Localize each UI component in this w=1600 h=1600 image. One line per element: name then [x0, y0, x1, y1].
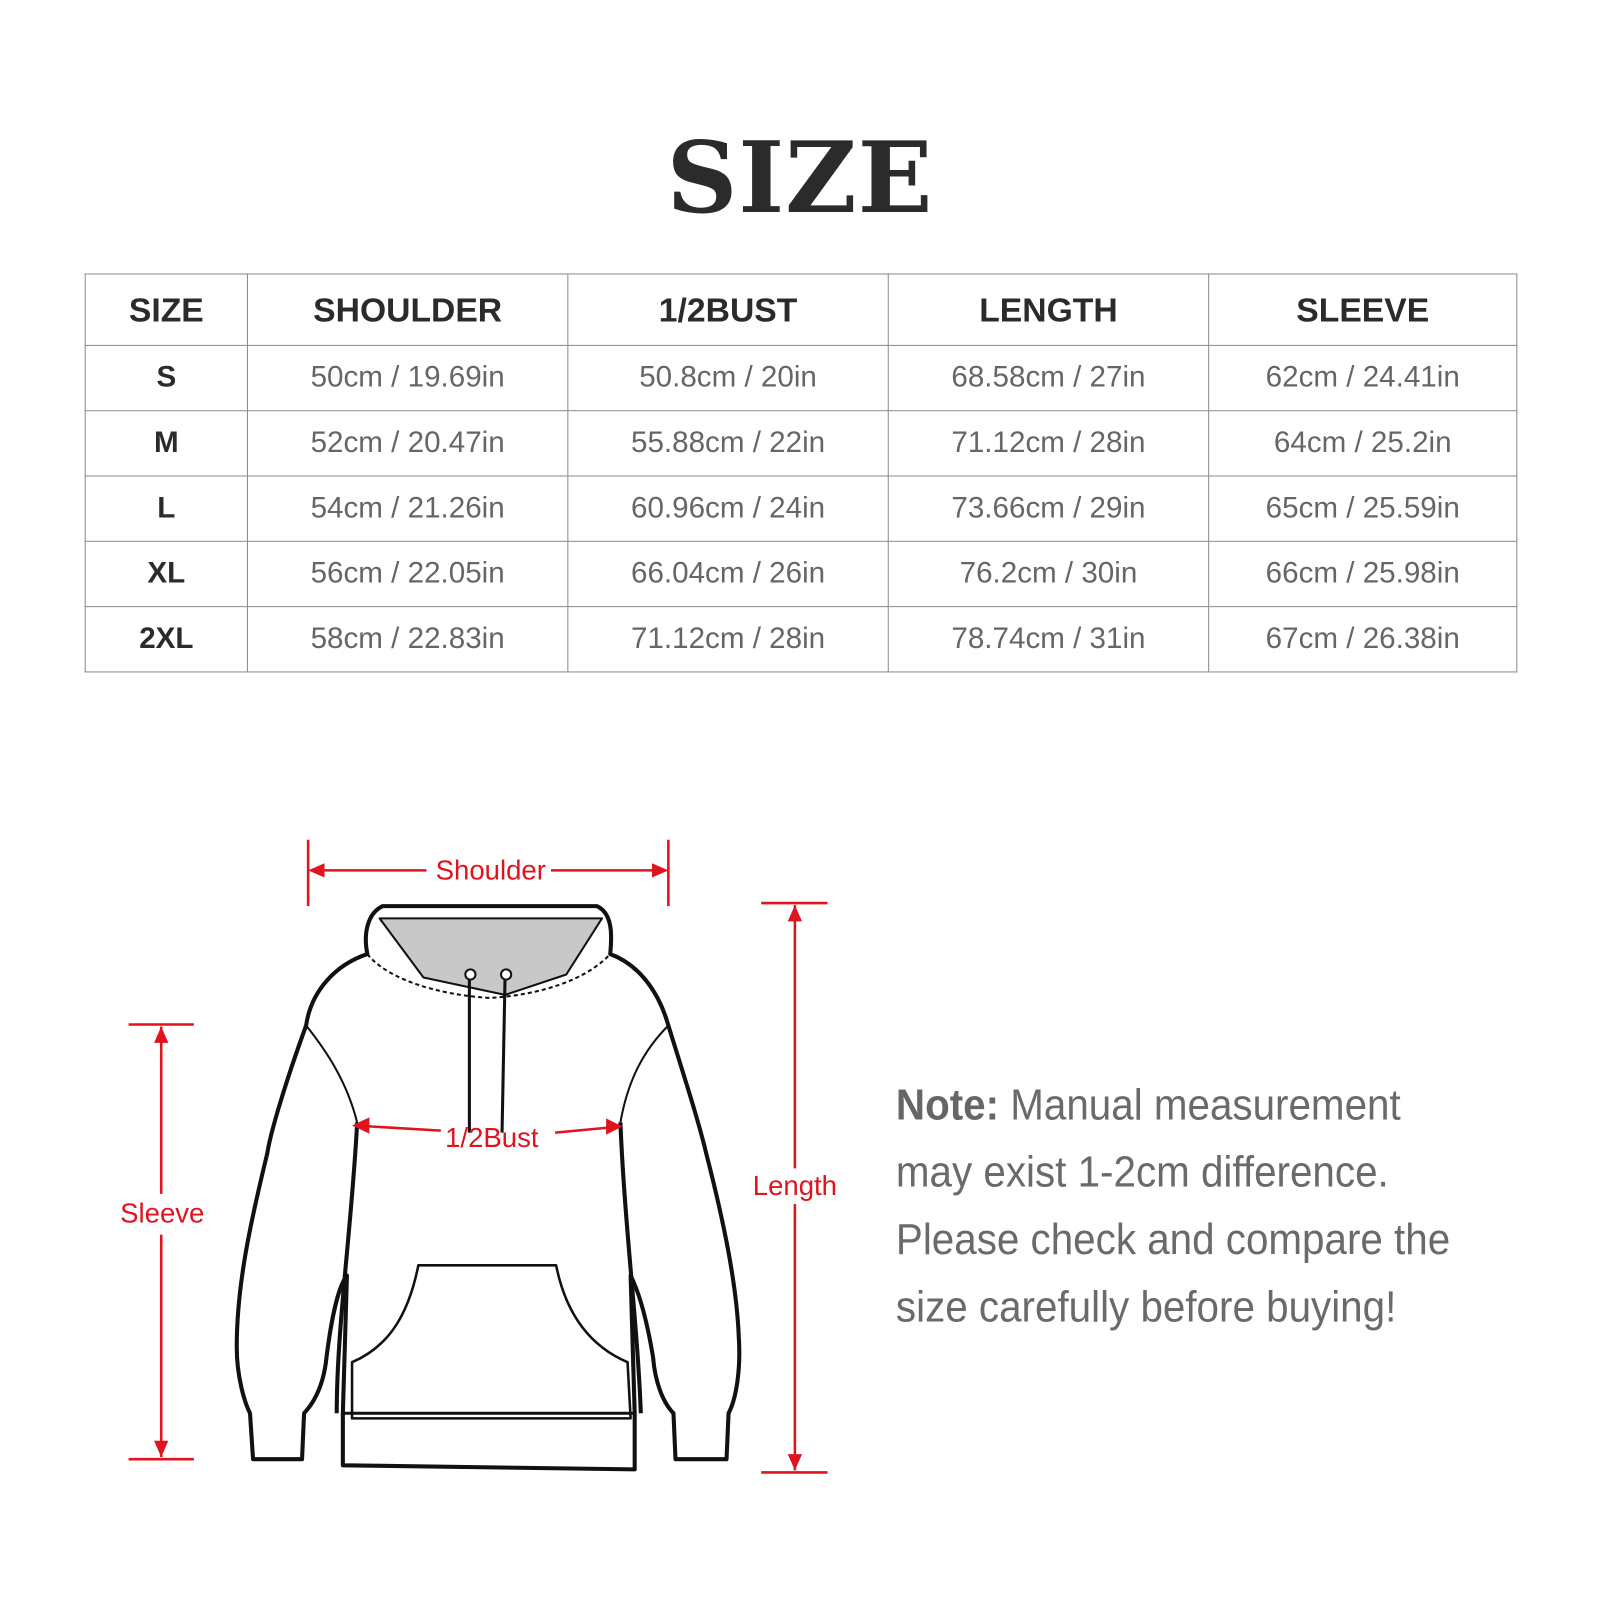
note: Note: Manual measurement may exist 1-2cm… — [896, 1071, 1478, 1340]
table-row: 2XL 58cm / 22.83in 71.12cm / 28in 78.74cm /… — [84, 606, 1518, 673]
shoulder-label: Shoulder — [436, 855, 546, 886]
length-label: Length — [753, 1170, 837, 1201]
size-cell: L — [84, 475, 248, 542]
measurement-cell: 62cm / 24.41in — [1208, 344, 1518, 412]
bust-label: 1/2Bust — [445, 1122, 539, 1153]
table-row: XL 56cm / 22.05in 66.04cm / 26in 76.2cm / 3… — [84, 540, 1518, 608]
measurement-cell: 52cm / 20.47in — [246, 410, 569, 477]
table-row: S 50cm / 19.69in 50.8cm / 20in 68.58cm / 27… — [84, 344, 1518, 412]
header-shoulder: SHOULDER — [246, 273, 569, 346]
measurement-cell: 50cm / 19.69in — [246, 344, 569, 412]
size-cell: XL — [84, 540, 248, 608]
measurement-cell: 66cm / 25.98in — [1208, 540, 1518, 608]
measurement-cell: 73.66cm / 29in — [887, 475, 1210, 542]
measurement-cell: 65cm / 25.59in — [1208, 475, 1518, 542]
size-table: SIZE SHOULDER 1/2BUST LENGTH SLEEVE S 50c… — [84, 273, 1518, 673]
table-header-row: SIZE SHOULDER 1/2BUST LENGTH SLEEVE — [84, 273, 1518, 346]
measurement-cell: 71.12cm / 28in — [567, 606, 889, 673]
note-text: Manual measurement may exist 1-2cm diffe… — [895, 1080, 1451, 1332]
measurement-cell: 64cm / 25.2in — [1208, 410, 1518, 477]
measurement-cell: 76.2cm / 30in — [887, 540, 1210, 608]
note-label: Note: — [895, 1080, 1000, 1130]
measurement-arrows — [128, 839, 828, 1474]
hoodie-illustration — [234, 904, 742, 1472]
size-cell: 2XL — [84, 606, 248, 673]
header-bust: 1/2BUST — [567, 273, 889, 346]
size-cell: S — [84, 344, 248, 412]
measurement-cell: 78.74cm / 31in — [887, 606, 1210, 673]
measurement-cell: 55.88cm / 22in — [567, 410, 889, 477]
header-length: LENGTH — [887, 273, 1210, 346]
measurement-cell: 54cm / 21.26in — [246, 475, 569, 542]
measurement-cell: 58cm / 22.83in — [246, 606, 569, 673]
measurement-cell: 67cm / 26.38in — [1208, 606, 1518, 673]
measurement-cell: 50.8cm / 20in — [567, 344, 889, 412]
measurement-cell: 66.04cm / 26in — [567, 540, 889, 608]
size-cell: M — [84, 410, 248, 477]
measurement-cell: 68.58cm / 27in — [887, 344, 1210, 412]
header-sleeve: SLEEVE — [1208, 273, 1518, 346]
table-row: M 52cm / 20.47in 55.88cm / 22in 71.12cm / 2… — [84, 410, 1518, 477]
hoodie-diagram: Shoulder 1/2Bust Sleeve Length — [120, 839, 837, 1474]
measurement-cell: 60.96cm / 24in — [567, 475, 889, 542]
measurement-cell: 56cm / 22.05in — [246, 540, 569, 608]
page-title: SIZE — [666, 120, 934, 236]
table-row: L 54cm / 21.26in 60.96cm / 24in 73.66cm / 2… — [84, 475, 1518, 542]
header-size: SIZE — [84, 273, 248, 346]
measurement-cell: 71.12cm / 28in — [887, 410, 1210, 477]
sleeve-label: Sleeve — [120, 1197, 204, 1228]
